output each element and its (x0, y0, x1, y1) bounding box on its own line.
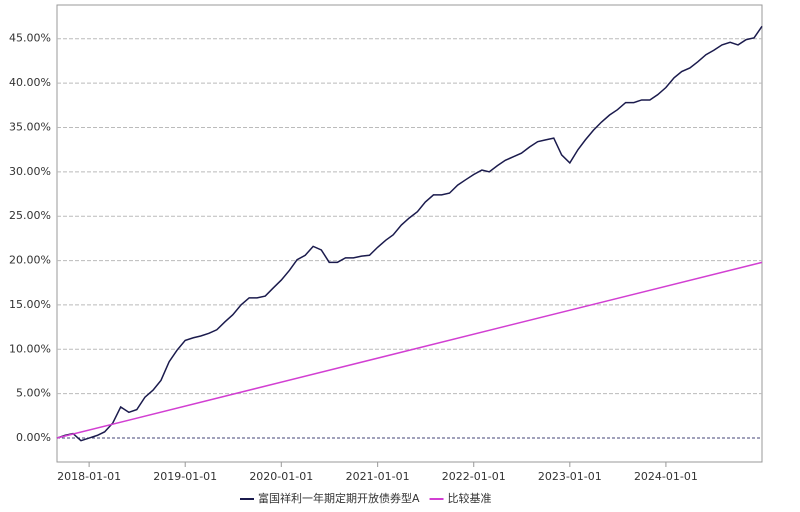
x-tick-label: 2022-01-01 (442, 470, 506, 483)
x-tick-label: 2024-01-01 (634, 470, 698, 483)
x-tick-label: 2023-01-01 (538, 470, 602, 483)
y-tick-label: 0.00% (16, 431, 51, 444)
plot-frame (56, 4, 763, 463)
x-tick-label: 2018-01-01 (57, 470, 121, 483)
y-tick-label: 30.00% (9, 165, 51, 178)
series-line (56, 25, 763, 442)
x-tick-label: 2020-01-01 (249, 470, 313, 483)
y-tick-label: 40.00% (9, 76, 51, 89)
y-tick-label: 35.00% (9, 120, 51, 133)
x-tick-label: 2019-01-01 (153, 470, 217, 483)
legend-label: 比较基准 (448, 491, 492, 505)
legend-label: 富国祥利一年期定期开放债券型A (258, 491, 420, 505)
y-tick-label: 10.00% (9, 342, 51, 355)
y-tick-label: 25.00% (9, 209, 51, 222)
y-tick-label: 15.00% (9, 298, 51, 311)
y-tick-label: 20.00% (9, 254, 51, 267)
series-line (56, 261, 763, 439)
y-tick-label: 45.00% (9, 32, 51, 45)
x-tick-label: 2021-01-01 (346, 470, 410, 483)
y-tick-label: 5.00% (16, 387, 51, 400)
